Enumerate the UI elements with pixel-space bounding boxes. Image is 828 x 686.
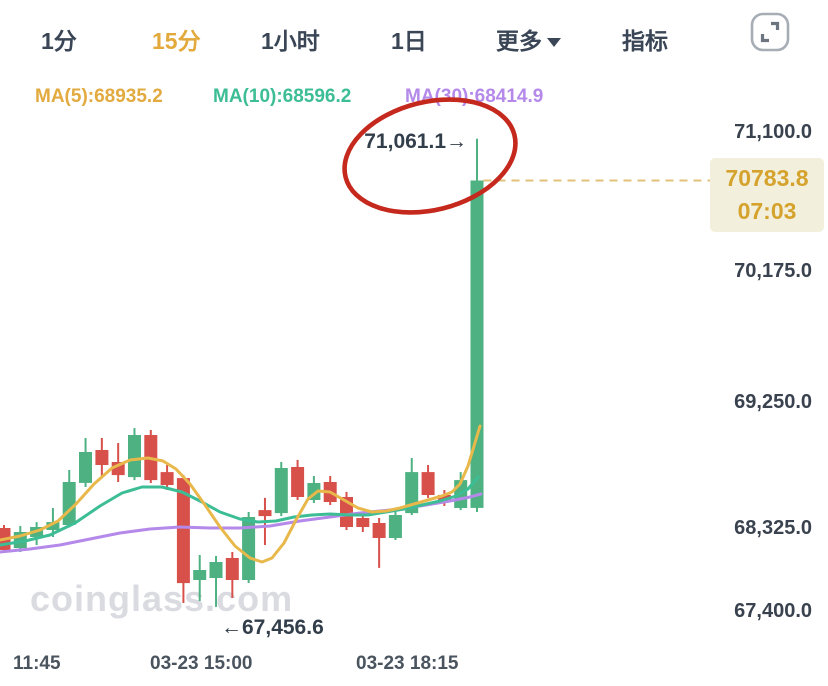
candle-body xyxy=(470,180,484,508)
ma-legend: MA(5):68935.2 MA(10):68596.2 MA(30):6841… xyxy=(0,86,700,112)
tab-1day[interactable]: 1日 xyxy=(391,28,427,54)
session-high-annotation: 71,061.1→ xyxy=(364,130,467,153)
toolbar: 1分 15分 1小时 1日 更多 指标 xyxy=(0,0,828,75)
candle-body xyxy=(388,515,402,538)
ma30-label: MA(30):68414.9 xyxy=(405,86,544,107)
candle-body xyxy=(421,472,435,495)
candle-body xyxy=(160,472,174,485)
x-axis-label: 03-23 18:15 xyxy=(356,653,459,674)
candle-body xyxy=(46,522,60,530)
tab-1hour[interactable]: 1小时 xyxy=(261,28,320,54)
candle-body xyxy=(291,467,305,497)
tab-more[interactable]: 更多 xyxy=(496,22,561,56)
x-axis-label: 03-23 15:00 xyxy=(150,653,253,674)
y-axis-label: 71,100.0 xyxy=(734,121,812,143)
y-axis-label: 67,400.0 xyxy=(734,600,812,622)
y-axis-label: 68,325.0 xyxy=(734,517,812,539)
x-axis-label: 11:45 xyxy=(13,653,61,674)
candle-body xyxy=(62,482,76,525)
chevron-down-icon xyxy=(547,38,561,48)
expand-icon xyxy=(750,12,790,52)
tab-1min[interactable]: 1分 xyxy=(41,28,77,54)
last-price-value: 70783.8 xyxy=(725,165,809,191)
fullscreen-button[interactable] xyxy=(750,12,790,52)
candle-body xyxy=(356,518,370,527)
candle-body xyxy=(95,450,109,465)
candles xyxy=(0,138,484,607)
candle-body xyxy=(225,558,239,580)
ma10-line xyxy=(0,475,480,547)
candle-body xyxy=(193,570,207,580)
candle-body xyxy=(258,510,272,517)
y-axis-label: 69,250.0 xyxy=(734,391,812,413)
candle-body xyxy=(274,468,288,514)
candle-body xyxy=(372,523,386,538)
tab-indicators[interactable]: 指标 xyxy=(622,28,668,54)
last-price-time: 07:03 xyxy=(737,198,797,224)
candle-body xyxy=(128,435,141,478)
last-price-badge: 70783.8 07:03 xyxy=(710,158,824,232)
ma5-line xyxy=(0,424,482,564)
tab-15min[interactable]: 15分 xyxy=(152,28,201,54)
watermark: coinglass.com xyxy=(30,578,294,619)
candle-body xyxy=(176,478,190,584)
tab-more-label: 更多 xyxy=(496,28,542,54)
session-low-annotation: ←67,456.6 xyxy=(221,616,324,639)
candle-body xyxy=(209,562,223,578)
ma10-label: MA(10):68596.2 xyxy=(213,86,352,107)
candle-body xyxy=(242,517,256,580)
ma5-label: MA(5):68935.2 xyxy=(35,86,163,107)
y-axis-label: 70,175.0 xyxy=(734,260,812,282)
candle-body xyxy=(79,452,92,483)
